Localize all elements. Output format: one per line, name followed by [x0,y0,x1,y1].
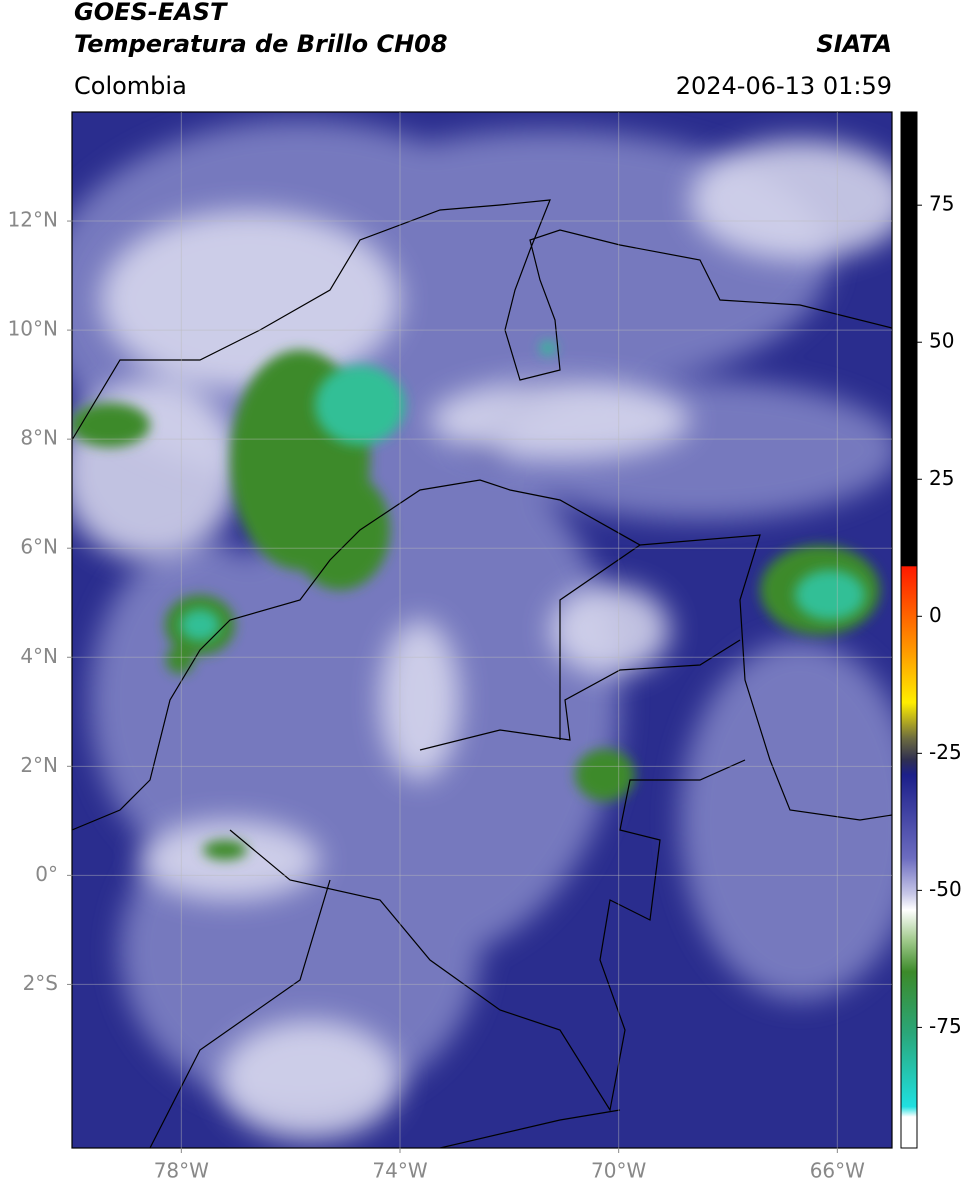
colorbar-label: 50 [929,329,954,353]
subtitle: Temperatura de Brillo CH08 [74,30,448,58]
colorbar-label: 75 [929,192,954,216]
y-tick-label: 2°S [23,971,58,995]
colorbar-label: -75 [929,1014,962,1038]
colorbar-label: 25 [929,466,954,490]
colorbar-label: -50 [929,877,962,901]
y-tick-label: 4°N [20,644,58,668]
datetime: 2024-06-13 01:59 [676,72,892,100]
satellite-image [72,112,892,1148]
colorbar-label: 0 [929,603,942,627]
source: SIATA [816,30,892,58]
x-tick-label: 74°W [372,1159,427,1183]
region: Colombia [74,72,187,100]
y-tick-label: 12°N [8,208,58,232]
y-tick-label: 6°N [20,535,58,559]
title: GOES-EAST [74,0,228,26]
x-tick-label: 70°W [591,1159,646,1183]
x-tick-label: 78°W [154,1159,209,1183]
y-tick-label: 10°N [8,317,58,341]
colorbar-label: -25 [929,740,962,764]
map-frame [71,111,893,1149]
y-tick-label: 0° [35,862,58,886]
colorbar [900,111,918,1149]
y-tick-label: 2°N [20,753,58,777]
y-tick-label: 8°N [20,426,58,450]
x-tick-label: 66°W [810,1159,865,1183]
